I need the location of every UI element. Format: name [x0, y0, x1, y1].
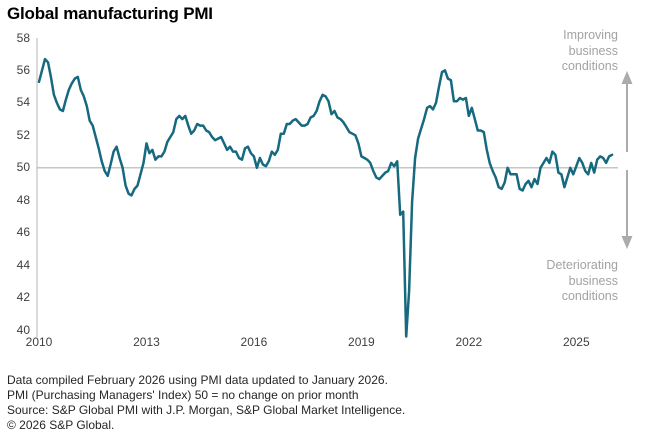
- y-axis-tick-label: 56: [16, 62, 30, 77]
- footer-line-definition: PMI (Purchasing Managers' Index) 50 = no…: [7, 388, 359, 402]
- x-axis-tick-label: 2010: [25, 335, 53, 349]
- deteriorating-arrow-down-icon: [621, 170, 633, 249]
- x-axis-tick-label: 2025: [562, 335, 590, 349]
- chart-title: Global manufacturing PMI: [7, 4, 213, 23]
- deteriorating-conditions-label: Deteriorating business conditions: [546, 258, 618, 303]
- y-axis-tick-label: 42: [16, 290, 30, 305]
- x-axis-tick-label: 2022: [455, 335, 483, 349]
- y-axis-tick-label: 40: [16, 322, 30, 337]
- y-axis-tick-label: 50: [16, 160, 30, 175]
- improving-arrow-up-icon: [621, 71, 633, 152]
- y-axis-tick-label: 48: [16, 192, 30, 207]
- footer-notes: Data compiled February 2026 using PMI da…: [7, 373, 405, 433]
- y-axis-tick-label: 44: [16, 257, 30, 272]
- x-axis-tick-label: 2016: [240, 335, 268, 349]
- x-axis-tick-label: 2019: [348, 335, 375, 349]
- x-axis-tick-label: 2013: [133, 335, 160, 349]
- improving-conditions-label: Improving business conditions: [561, 28, 618, 73]
- y-axis-tick-label: 54: [16, 95, 30, 110]
- y-axis-tick-label: 46: [16, 225, 30, 240]
- pmi-series-line: [37, 57, 614, 338]
- footer-line-source: Source: S&P Global PMI with J.P. Morgan,…: [7, 403, 406, 417]
- footer-line-copyright: © 2026 S&P Global.: [7, 418, 115, 432]
- y-axis-tick-label: 52: [16, 127, 30, 142]
- y-axis-tick-label: 58: [16, 30, 30, 45]
- footer-line-compiled: Data compiled February 2026 using PMI da…: [7, 373, 388, 387]
